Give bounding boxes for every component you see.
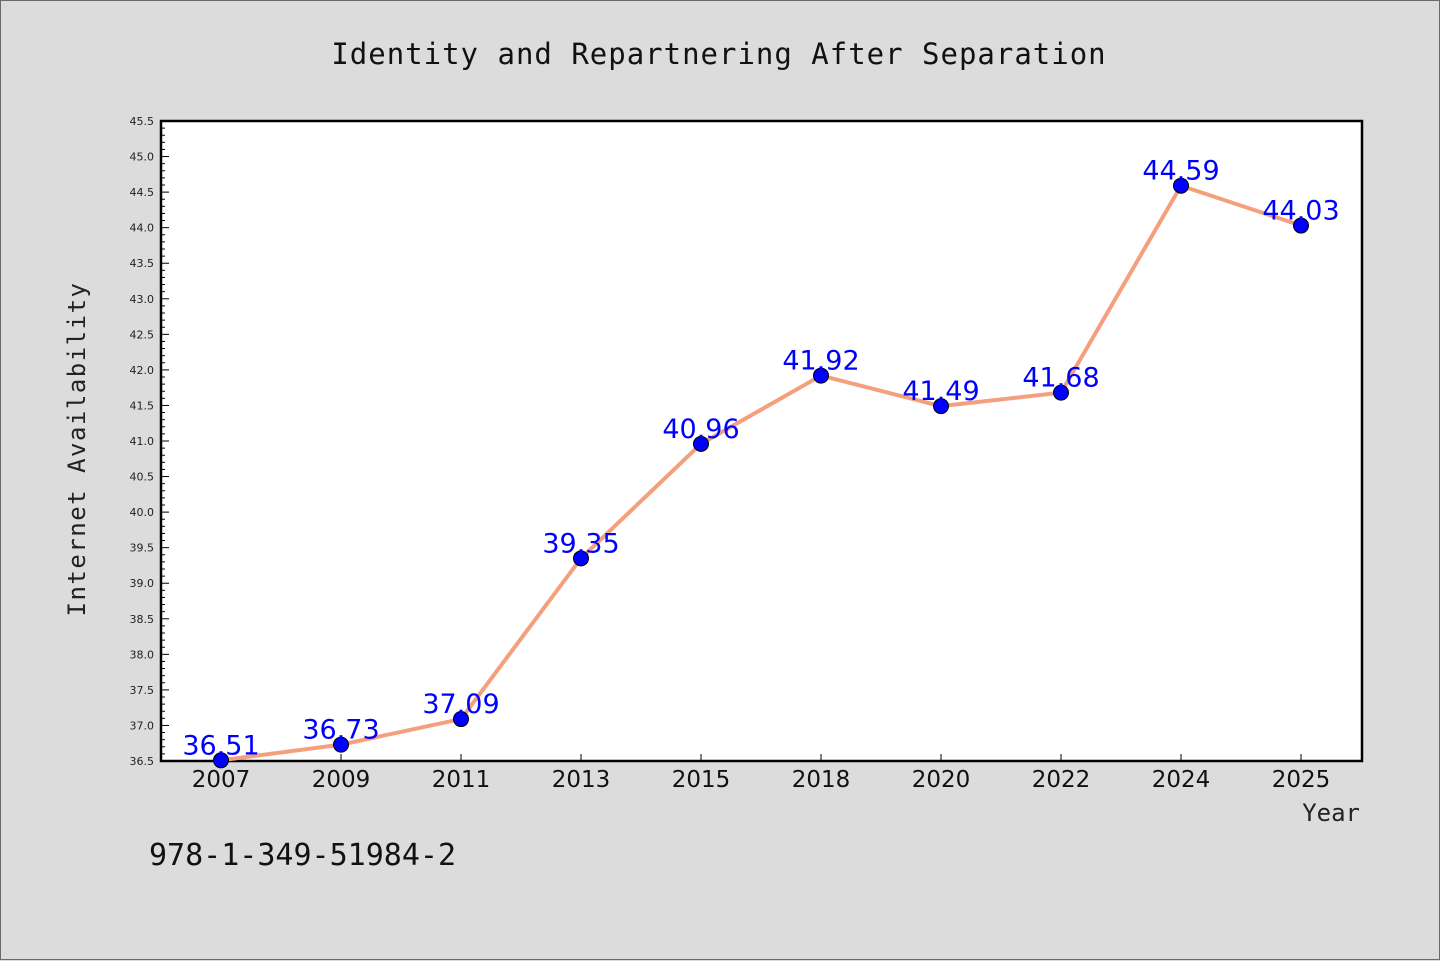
- y-tick-label: 37.0: [130, 719, 155, 732]
- y-tick-label: 42.0: [130, 364, 155, 377]
- data-point[interactable]: [453, 711, 469, 728]
- data-point[interactable]: [573, 550, 589, 567]
- data-point[interactable]: [693, 435, 709, 452]
- y-tick-label: 39.0: [130, 577, 155, 590]
- data-label: 41.92: [782, 346, 859, 377]
- y-tick-label: 38.5: [130, 613, 155, 626]
- data-label: 41.49: [902, 376, 979, 407]
- x-tick-label: 2025: [1272, 767, 1331, 793]
- y-tick-label: 43.0: [130, 293, 155, 306]
- y-tick-label: 45.0: [130, 151, 155, 164]
- data-label: 37.09: [422, 689, 499, 720]
- chart-title: Identity and Repartnering After Separati…: [331, 37, 1106, 71]
- y-tick-label: 36.5: [130, 755, 155, 768]
- x-tick-label: 2009: [312, 767, 371, 793]
- y-axis: 36.5 37.0 37.5 38.0 38.5 39.0 39.5 40.0 40.5 41.0…: [130, 115, 169, 768]
- series-line: [220, 183, 1302, 763]
- data-point[interactable]: [1293, 217, 1309, 234]
- x-axis: 2007 2009 2011 2013 2015 2018 2020 2022 2024 2025: [192, 754, 1331, 793]
- data-label: 44.03: [1262, 196, 1339, 227]
- x-tick-label: 2015: [672, 767, 731, 793]
- y-tick-label: 45.5: [130, 115, 155, 128]
- x-tick-label: 2024: [1152, 767, 1211, 793]
- data-label: 41.68: [1022, 363, 1099, 394]
- y-tick-label: 44.0: [130, 222, 155, 235]
- data-label: 36.73: [302, 715, 379, 746]
- x-tick-label: 2022: [1032, 767, 1091, 793]
- y-tick-label: 43.5: [130, 257, 155, 270]
- data-label: 36.51: [182, 730, 259, 761]
- x-tick-label: 2020: [912, 767, 971, 793]
- plot-area: [159, 119, 1364, 763]
- data-point[interactable]: [813, 367, 829, 384]
- y-tick-label: 44.5: [130, 186, 155, 199]
- data-label: 44.59: [1142, 156, 1219, 187]
- data-label: 39.35: [542, 528, 619, 559]
- x-tick-label: 2011: [432, 767, 491, 793]
- isbn-footnote: 978-1-349-51984-2: [149, 838, 456, 873]
- data-point[interactable]: [213, 752, 229, 769]
- y-tick-label: 41.5: [130, 399, 155, 412]
- x-tick-label: 2007: [192, 767, 251, 793]
- series-line-group: 36.51 36.73 37.09 39.35 40.96 41.92 41.49 41.68…: [182, 156, 1340, 769]
- y-tick-label: 41.0: [130, 435, 155, 448]
- y-tick-label: 42.5: [130, 328, 155, 341]
- data-point[interactable]: [1053, 384, 1069, 401]
- y-tick-label: 37.5: [130, 684, 155, 697]
- data-point[interactable]: [333, 736, 349, 753]
- x-tick-label: 2013: [552, 767, 611, 793]
- x-tick-label: 2018: [792, 767, 851, 793]
- y-tick-label: 38.0: [130, 648, 155, 661]
- y-tick-label: 40.5: [130, 471, 155, 484]
- y-tick-label: 39.5: [130, 542, 155, 555]
- data-point[interactable]: [1173, 177, 1189, 194]
- y-tick-label: 40.0: [130, 506, 155, 519]
- x-axis-label: Year: [1302, 799, 1360, 827]
- data-point[interactable]: [933, 398, 949, 415]
- data-label: 40.96: [662, 414, 739, 445]
- y-axis-label: Internet Availability: [63, 282, 91, 617]
